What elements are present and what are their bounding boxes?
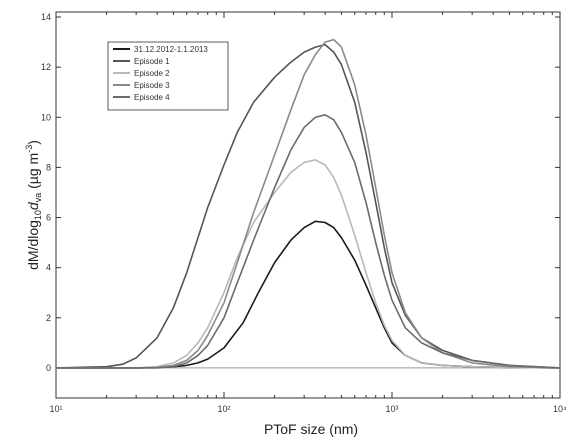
plot-frame bbox=[55, 11, 561, 399]
legend-entry-label: Episode 1 bbox=[134, 57, 170, 66]
series-line-2 bbox=[55, 43, 561, 369]
y-label-close: ) bbox=[25, 140, 41, 145]
legend-box bbox=[107, 41, 229, 111]
y-label-unit: (µg m bbox=[25, 153, 41, 193]
x-tick-label: 10³ bbox=[385, 404, 398, 414]
y-tick-label: 6 bbox=[46, 213, 51, 223]
y-label-mid: d bbox=[25, 201, 41, 210]
x-axis-label: PToF size (nm) bbox=[264, 421, 358, 437]
y-tick-label: 8 bbox=[46, 162, 51, 172]
legend-entry-label: Episode 4 bbox=[134, 93, 170, 102]
legend-entry-label: Episode 3 bbox=[134, 81, 170, 90]
y-tick-label: 0 bbox=[46, 363, 51, 373]
legend-entry-label: Episode 2 bbox=[134, 69, 170, 78]
y-tick-label: 10 bbox=[41, 112, 51, 122]
x-tick-label: 10¹ bbox=[49, 404, 62, 414]
series-group bbox=[55, 38, 561, 369]
y-label-sup: -3 bbox=[24, 145, 34, 153]
y-tick-label: 4 bbox=[46, 263, 51, 273]
plot-border bbox=[55, 11, 561, 399]
y-label-sub1: 10 bbox=[33, 210, 43, 220]
y-tick-label: 14 bbox=[41, 12, 51, 22]
y-label-sub2: va bbox=[33, 193, 43, 203]
x-axis: 10¹ 10² 10³ 10⁴ bbox=[49, 12, 567, 414]
x-tick-label: 10⁴ bbox=[553, 404, 567, 414]
series-line-3 bbox=[56, 159, 561, 369]
x-tick-label: 10² bbox=[217, 404, 230, 414]
y-tick-label: 2 bbox=[46, 313, 51, 323]
y-axis: 0 2 4 6 8 10 12 14 bbox=[41, 12, 560, 373]
y-axis-label: dM/dlog10dva (µg m-3) bbox=[24, 140, 43, 270]
series-line-1 bbox=[56, 220, 561, 369]
series-line-4 bbox=[56, 38, 561, 369]
y-label-main: dM/dlog bbox=[25, 220, 41, 270]
legend-entry-label: 31.12.2012-1.1.2013 bbox=[134, 45, 208, 54]
y-tick-label: 12 bbox=[41, 62, 51, 72]
legend: 31.12.2012-1.1.2013 Episode 1 Episode 2 Epi… bbox=[107, 41, 229, 111]
series-line-5 bbox=[56, 114, 561, 369]
